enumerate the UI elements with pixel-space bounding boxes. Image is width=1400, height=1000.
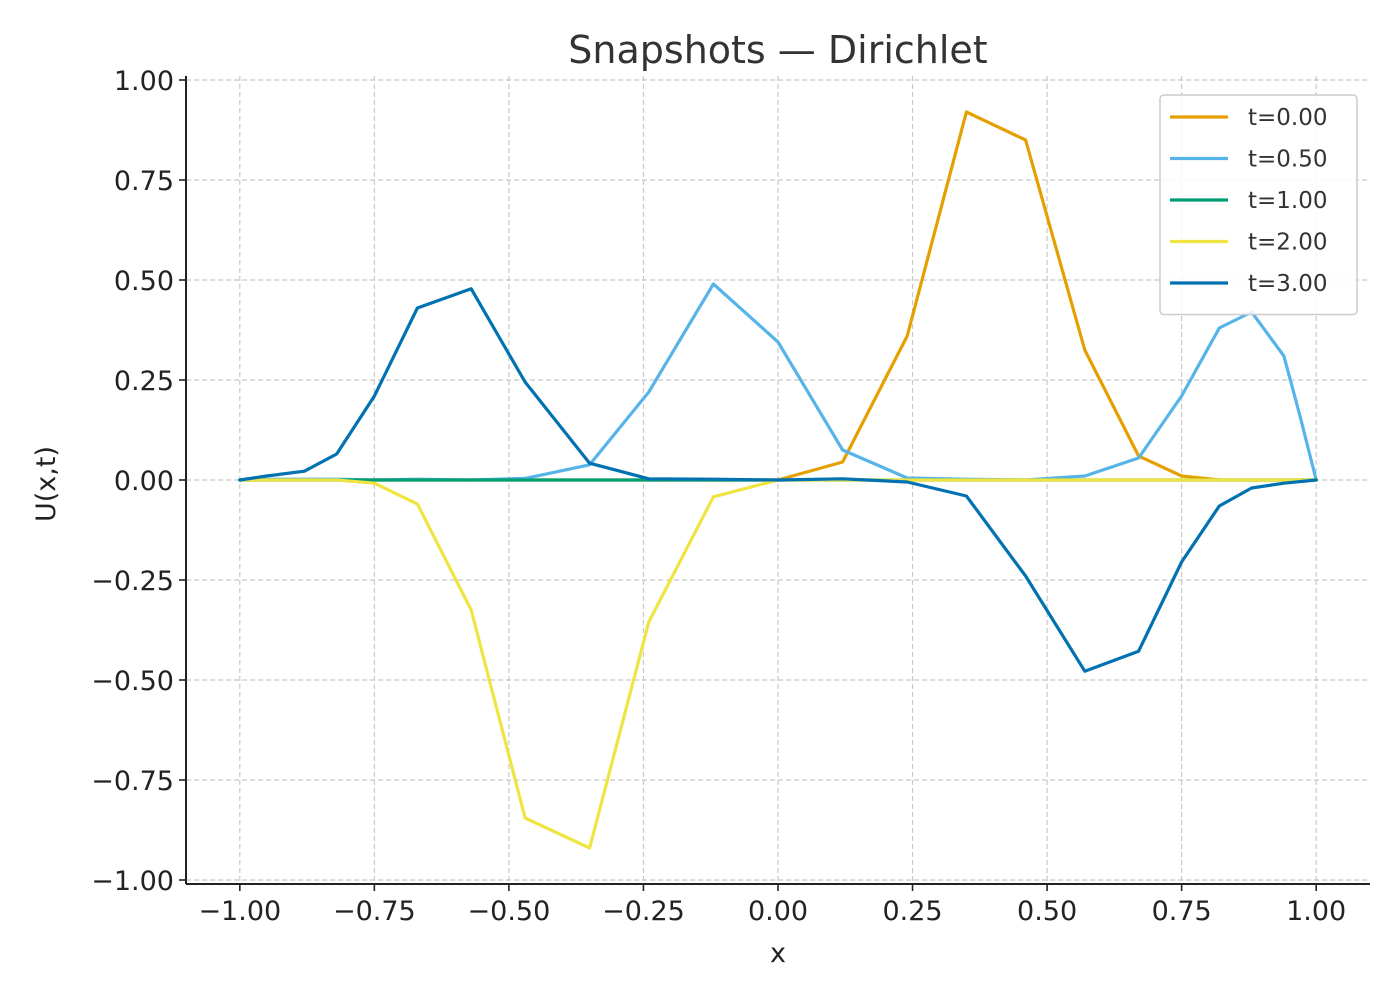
y-tick-label: −0.75 (91, 766, 174, 797)
x-tick-label: 0.75 (1152, 896, 1212, 927)
y-tick-label: 0.50 (114, 266, 174, 297)
x-tick-label: −1.00 (198, 896, 281, 927)
legend-label: t=1.00 (1248, 188, 1328, 214)
y-tick-label: 1.00 (114, 66, 174, 97)
x-tick-labels: −1.00 −0.75 −0.50 −0.25 0.00 0.25 0.50 0.75 1.00 (198, 896, 1346, 927)
x-tick-label: 0.50 (1017, 896, 1077, 927)
y-axis-label: U(x,t) (31, 446, 62, 522)
x-tick-label: −0.25 (602, 896, 685, 927)
x-tick-label: 0.25 (882, 896, 942, 927)
legend-label: t=0.00 (1248, 105, 1328, 131)
y-tick-label: 0.00 (114, 466, 174, 497)
y-tick-label: −0.50 (91, 666, 174, 697)
legend-frame (1159, 94, 1358, 316)
x-axis-label: x (770, 938, 786, 969)
x-tick-label: −0.50 (468, 896, 551, 927)
legend: t=0.00 t=0.50 t=1.00 t=2.00 t=3.00 (1159, 94, 1358, 316)
y-tick-label: −0.25 (91, 566, 174, 597)
x-tick-label: 1.00 (1286, 896, 1346, 927)
y-tick-labels: 1.00 0.75 0.50 0.25 0.00 −0.25 −0.50 −0.75 −1.00 (91, 66, 174, 897)
series-line-t=3.00 (238, 287, 1318, 673)
x-tick-label: 0.00 (748, 896, 808, 927)
x-tick-label: −0.75 (333, 896, 416, 927)
legend-label: t=0.50 (1248, 147, 1328, 173)
series-lines (238, 110, 1318, 850)
y-tick-label: 0.75 (114, 166, 174, 197)
chart-title: Snapshots — Dirichlet (568, 28, 987, 72)
axes (179, 76, 1370, 891)
y-tick-label: 0.25 (114, 366, 174, 397)
y-tick-label: −1.00 (91, 866, 174, 897)
legend-label: t=3.00 (1248, 271, 1328, 297)
legend-label: t=2.00 (1248, 230, 1328, 256)
